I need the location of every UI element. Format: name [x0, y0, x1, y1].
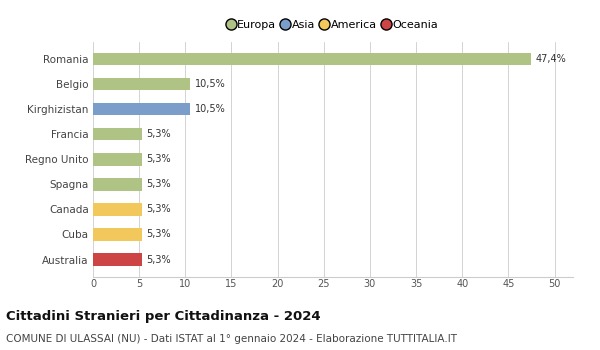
Text: 5,3%: 5,3%	[146, 230, 171, 239]
Text: 5,3%: 5,3%	[146, 254, 171, 265]
Text: Cittadini Stranieri per Cittadinanza - 2024: Cittadini Stranieri per Cittadinanza - 2…	[6, 310, 320, 323]
Text: 5,3%: 5,3%	[146, 179, 171, 189]
Bar	[93, 228, 142, 241]
Text: 5,3%: 5,3%	[146, 154, 171, 164]
Bar	[93, 253, 142, 266]
Text: 47,4%: 47,4%	[535, 54, 566, 64]
Bar	[93, 203, 142, 216]
Text: 5,3%: 5,3%	[146, 129, 171, 139]
Bar	[93, 178, 142, 191]
Text: 10,5%: 10,5%	[194, 104, 225, 114]
Bar	[93, 52, 530, 65]
Bar	[93, 103, 190, 116]
Bar	[93, 128, 142, 140]
Legend: Europa, Asia, America, Oceania: Europa, Asia, America, Oceania	[224, 15, 442, 34]
Text: 5,3%: 5,3%	[146, 204, 171, 215]
Text: COMUNE DI ULASSAI (NU) - Dati ISTAT al 1° gennaio 2024 - Elaborazione TUTTITALIA: COMUNE DI ULASSAI (NU) - Dati ISTAT al 1…	[6, 334, 457, 344]
Bar	[93, 78, 190, 90]
Text: 10,5%: 10,5%	[194, 79, 225, 89]
Bar	[93, 153, 142, 166]
